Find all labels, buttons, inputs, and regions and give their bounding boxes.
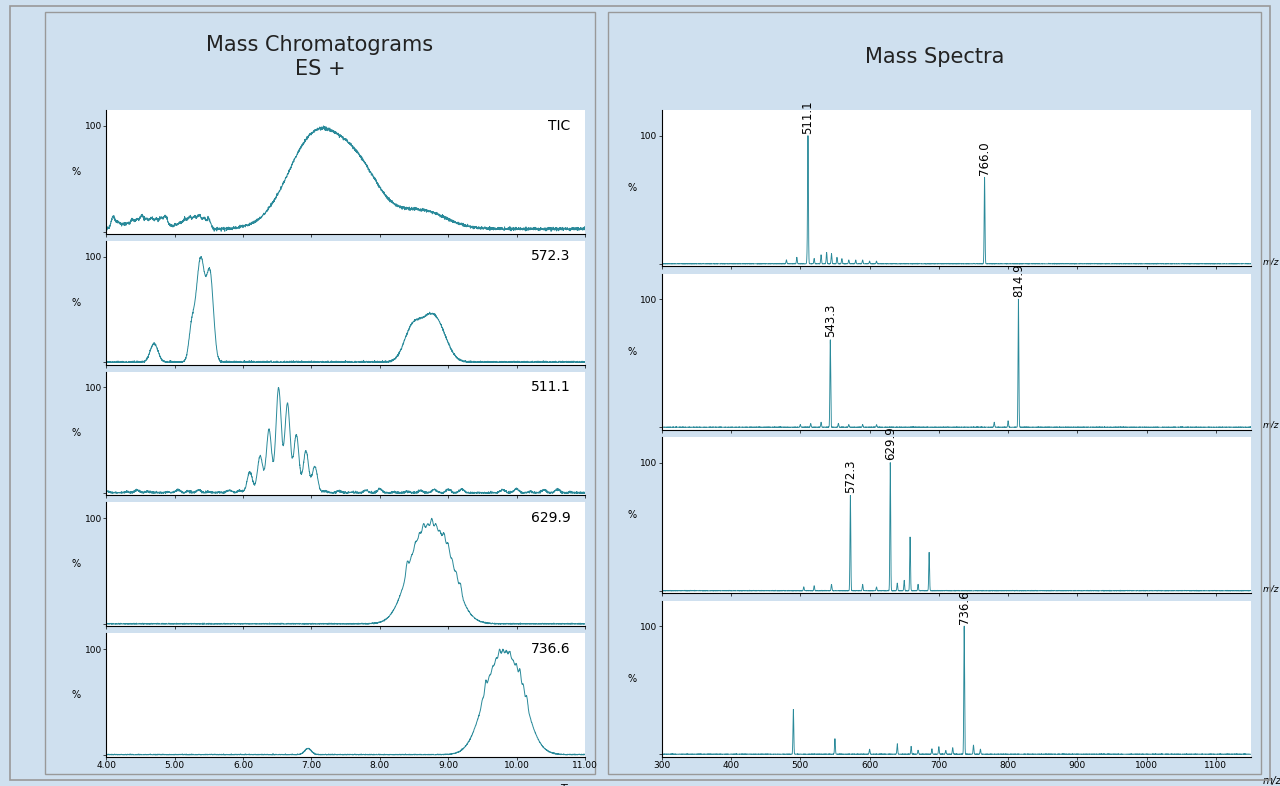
Text: m/z: m/z xyxy=(1262,585,1279,593)
Text: m/z: m/z xyxy=(1262,258,1279,266)
Y-axis label: %: % xyxy=(627,674,636,684)
Y-axis label: %: % xyxy=(627,183,636,193)
Text: 736.6: 736.6 xyxy=(531,642,571,656)
Text: Mass Spectra: Mass Spectra xyxy=(865,47,1004,67)
Text: TIC: TIC xyxy=(548,119,571,133)
Text: m/z: m/z xyxy=(1262,776,1280,786)
Y-axis label: %: % xyxy=(72,560,81,569)
Text: 543.3: 543.3 xyxy=(824,304,837,337)
Text: 736.6: 736.6 xyxy=(957,590,970,623)
Y-axis label: %: % xyxy=(627,347,636,357)
Text: 629.9: 629.9 xyxy=(531,511,571,525)
Y-axis label: %: % xyxy=(627,510,636,520)
Y-axis label: %: % xyxy=(72,690,81,700)
Y-axis label: %: % xyxy=(72,428,81,439)
Text: 572.3: 572.3 xyxy=(531,249,571,263)
Text: 572.3: 572.3 xyxy=(844,459,856,493)
Text: 629.9: 629.9 xyxy=(883,426,897,460)
Text: Time: Time xyxy=(559,784,585,786)
Text: 511.1: 511.1 xyxy=(531,380,571,395)
Y-axis label: %: % xyxy=(72,167,81,177)
Text: Mass Chromatograms
ES +: Mass Chromatograms ES + xyxy=(206,35,434,79)
Text: m/z: m/z xyxy=(1262,421,1279,430)
Text: 766.0: 766.0 xyxy=(978,141,991,174)
Text: 511.1: 511.1 xyxy=(801,100,814,134)
Y-axis label: %: % xyxy=(72,298,81,307)
Text: 814.9: 814.9 xyxy=(1012,263,1025,296)
